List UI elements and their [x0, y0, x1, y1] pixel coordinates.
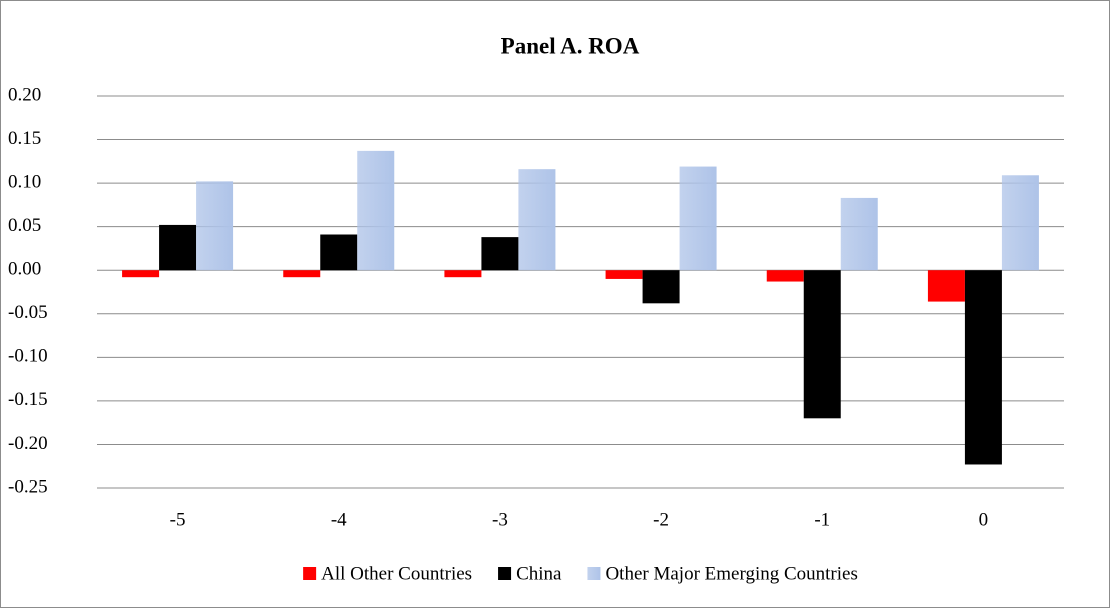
x-tick-label: -5	[170, 509, 186, 530]
bar	[481, 237, 519, 271]
x-tick-label: -2	[653, 509, 669, 530]
y-tick-label: -0.10	[8, 346, 48, 367]
bar	[1001, 175, 1039, 271]
bar	[283, 270, 321, 278]
bar	[518, 169, 556, 271]
x-tick-label: -1	[814, 509, 830, 530]
bar	[840, 197, 878, 271]
x-tick-label: -4	[331, 509, 347, 530]
bar	[766, 270, 804, 282]
chart-title: Panel A. ROA	[501, 33, 640, 58]
legend-label: Other Major Emerging Countries	[605, 563, 857, 584]
bar	[605, 270, 643, 279]
bar	[357, 150, 395, 271]
bar	[803, 270, 841, 419]
bar	[196, 181, 234, 271]
legend-swatch	[587, 567, 601, 580]
y-tick-label: -0.20	[8, 433, 48, 454]
legend: All Other Countries China Other Major Emer…	[303, 563, 858, 584]
y-tick-label: 0.00	[8, 259, 41, 280]
y-tick-label: 0.15	[8, 128, 41, 149]
bar	[444, 270, 482, 278]
y-tick-label: 0.10	[8, 171, 41, 192]
y-tick-label: 0.05	[8, 215, 41, 236]
x-tick-label: 0	[979, 509, 989, 530]
bar	[927, 270, 965, 302]
bar	[159, 224, 197, 271]
y-tick-label: -0.25	[8, 476, 48, 497]
legend-label: All Other Countries	[321, 563, 472, 584]
x-tick-label: -3	[492, 509, 508, 530]
legend-label: China	[516, 563, 562, 584]
bar	[964, 270, 1002, 465]
bar	[642, 270, 680, 304]
legend-swatch	[498, 567, 512, 580]
bar	[679, 166, 717, 271]
y-tick-label: 0.20	[8, 84, 41, 105]
y-tick-label: -0.05	[8, 302, 48, 323]
legend-swatch	[303, 567, 317, 580]
y-tick-label: -0.15	[8, 389, 48, 410]
bar	[320, 234, 358, 271]
bar	[122, 270, 160, 278]
